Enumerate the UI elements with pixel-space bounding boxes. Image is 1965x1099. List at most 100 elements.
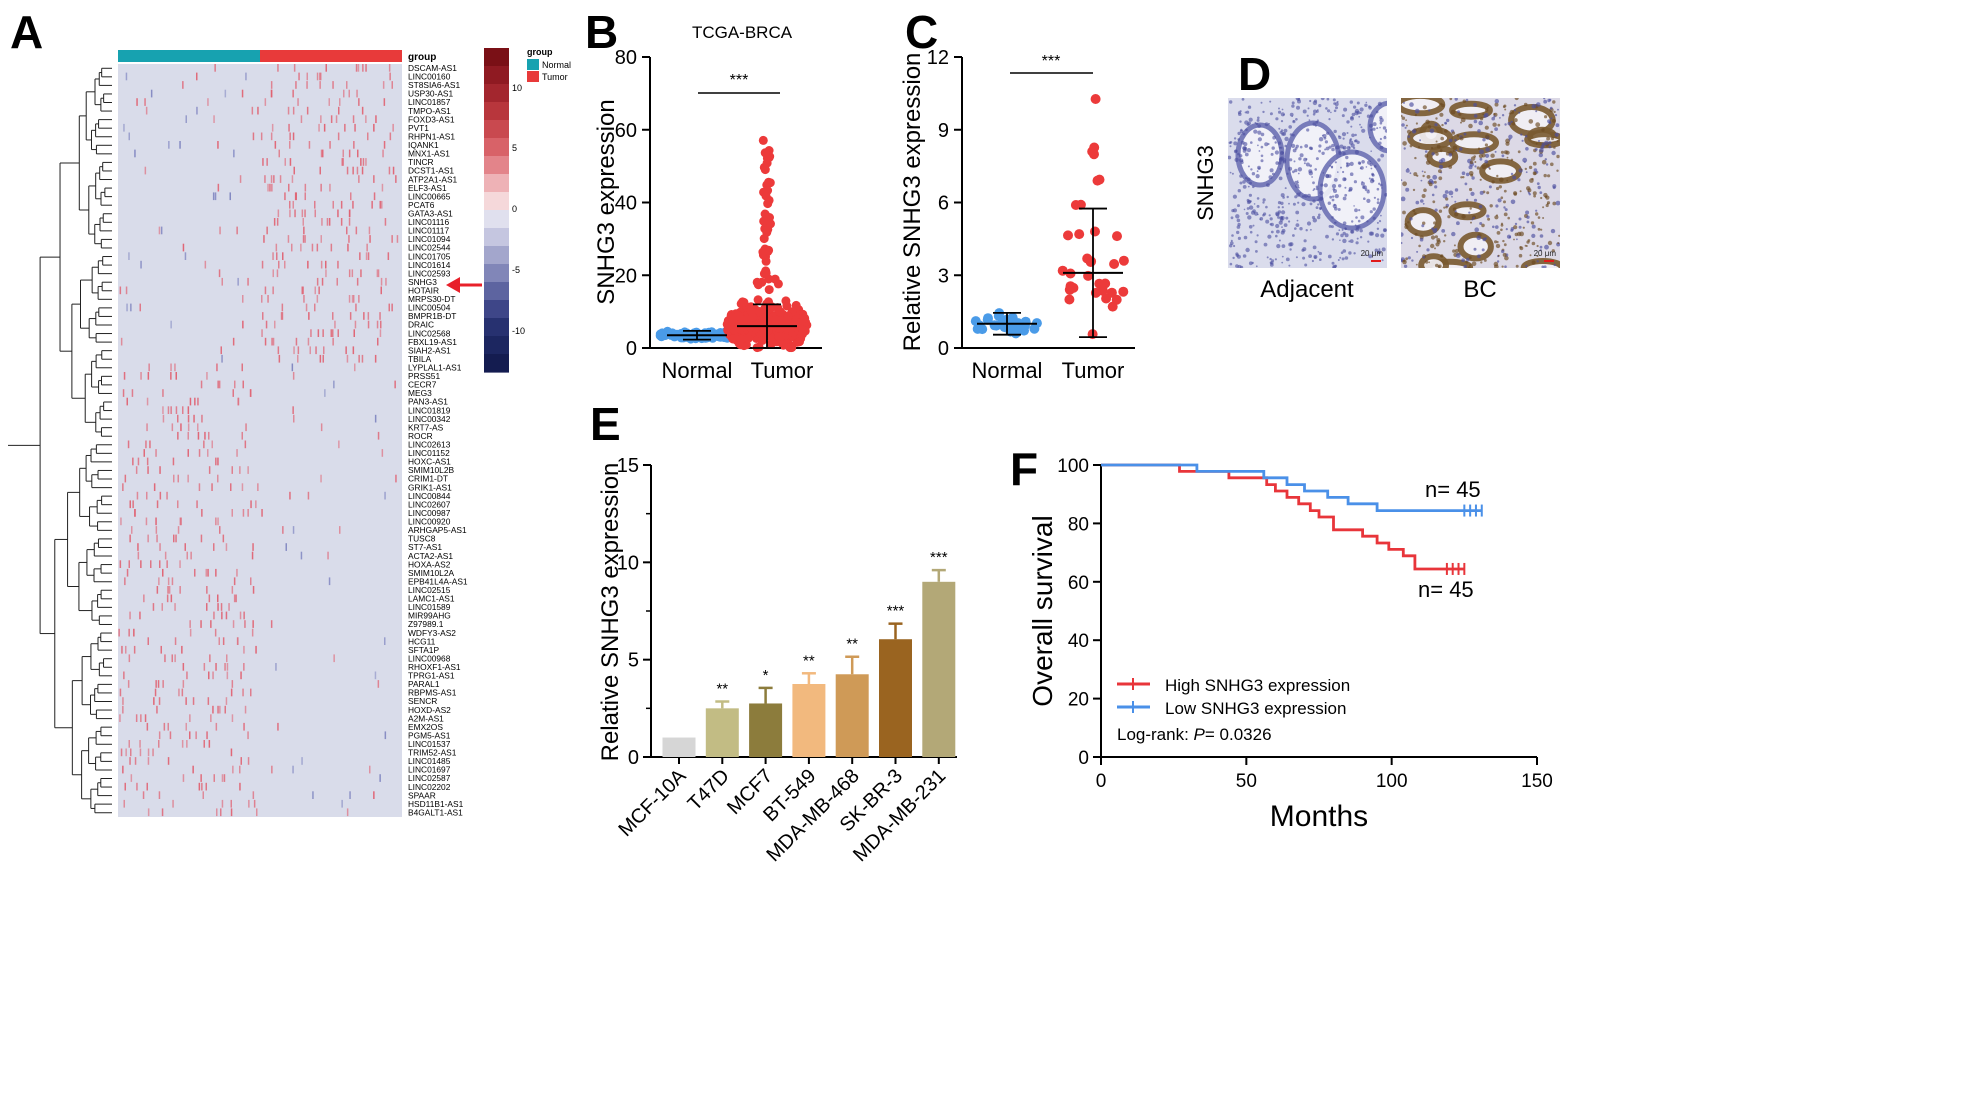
nucleus: [1452, 207, 1457, 211]
heatmap-cell: [267, 183, 269, 192]
legend: High SNHG3 expression Low SNHG3 expressi…: [1117, 676, 1350, 718]
heatmap-cell: [135, 466, 138, 474]
nucleus: [1544, 115, 1548, 119]
heatmap-cell: [301, 286, 303, 295]
nucleus: [1257, 213, 1259, 216]
heatmap-cell: [389, 72, 391, 81]
nucleus: [1419, 237, 1424, 242]
nucleus: [1480, 261, 1483, 264]
nucleus: [1424, 171, 1426, 174]
nucleus: [1364, 103, 1368, 108]
heatmap-cell: [307, 337, 310, 346]
nucleus: [1248, 117, 1253, 122]
nucleus: [1454, 98, 1458, 101]
gene-label: HCG11: [408, 636, 436, 646]
heatmap-cell: [187, 431, 189, 440]
heatmap-cell: [356, 277, 359, 286]
heatmap-cell: [360, 269, 362, 278]
nucleus: [1550, 228, 1556, 234]
heatmap-cell: [265, 320, 268, 329]
nucleus: [1297, 186, 1300, 189]
heatmap-cell: [252, 791, 255, 799]
nucleus: [1228, 155, 1232, 160]
nucleus: [1417, 146, 1421, 149]
nucleus: [1351, 220, 1354, 223]
nucleus: [1321, 151, 1325, 155]
nucleus: [1500, 150, 1505, 154]
nucleus: [1359, 236, 1363, 239]
heatmap-cell: [354, 123, 356, 132]
heatmap-cell: [173, 534, 175, 543]
nucleus: [1438, 209, 1443, 213]
nucleus: [1265, 219, 1270, 224]
nucleus: [1548, 141, 1552, 145]
scatter-point: [759, 234, 769, 244]
heatmap-cell: [337, 329, 339, 337]
nucleus: [1229, 262, 1233, 266]
panel-letter-f: F: [1010, 443, 1038, 495]
nucleus: [1425, 160, 1431, 165]
heatmap-cell: [271, 183, 273, 192]
heatmap-cell: [232, 389, 234, 397]
heatmap-cell: [119, 560, 122, 568]
nucleus: [1494, 264, 1499, 268]
heatmap-cell: [271, 765, 273, 774]
heatmap-cell: [166, 594, 169, 603]
heatmap-cell: [186, 551, 188, 560]
gene-label: ST8SIA6-AS1: [408, 80, 460, 90]
nucleus: [1460, 176, 1463, 179]
scatter-point: [1101, 293, 1112, 304]
heatmap-cell: [273, 218, 276, 226]
nucleus: [1260, 101, 1263, 104]
nucleus: [1256, 170, 1259, 173]
heatmap-cell: [139, 611, 141, 620]
heatmap-cell: [133, 645, 136, 654]
heatmap-cell: [198, 782, 201, 791]
heatmap-cell: [152, 603, 155, 611]
nucleus: [1337, 208, 1341, 211]
heatmap-cell: [330, 115, 333, 123]
gene-label: HSD11B1-AS1: [408, 799, 464, 809]
heatmap-cell: [125, 748, 127, 757]
heatmap-cell: [225, 611, 228, 620]
heatmap-cell: [267, 295, 269, 303]
nucleus: [1431, 193, 1435, 197]
nucleus: [1246, 177, 1251, 182]
gene-label: LINC00504: [408, 303, 451, 313]
nucleus: [1376, 221, 1379, 224]
heatmap-cell: [244, 440, 247, 449]
nucleus: [1342, 145, 1347, 150]
scatter-point: [1087, 146, 1098, 157]
nucleus: [1370, 167, 1373, 170]
gene-label: PAN3-AS1: [408, 397, 448, 407]
nucleus: [1551, 249, 1555, 253]
nucleus: [1384, 193, 1387, 197]
panel-d-ihc: SNHG3 20 μm 20 μm Adjacent BC: [1193, 98, 1560, 303]
nucleus: [1440, 254, 1443, 258]
nucleus: [1355, 241, 1359, 245]
heatmap-cell: [224, 705, 226, 714]
chart-title: TCGA-BRCA: [692, 23, 793, 42]
nucleus: [1292, 170, 1295, 174]
nucleus: [1379, 183, 1383, 187]
heatmap-cell: [353, 295, 355, 303]
nucleus: [1313, 99, 1318, 103]
heatmap-cell: [128, 132, 130, 141]
nucleus: [1498, 185, 1503, 189]
heatmap-cell: [241, 363, 243, 372]
nucleus: [1291, 101, 1295, 105]
heatmap-cell: [123, 799, 125, 808]
nucleus: [1288, 264, 1291, 267]
heatmap-cell: [174, 603, 176, 611]
heatmap-cell: [358, 175, 360, 183]
heatmap-cell: [322, 354, 324, 363]
nucleus: [1550, 117, 1553, 120]
heatmap-cell: [352, 115, 355, 123]
panel-letter-d: D: [1238, 48, 1271, 100]
heatmap-cell: [266, 158, 268, 166]
nucleus: [1552, 100, 1556, 104]
nucleus: [1479, 190, 1484, 195]
scatter-point: [1074, 229, 1085, 240]
nucleus: [1314, 168, 1317, 171]
nucleus: [1436, 238, 1441, 242]
